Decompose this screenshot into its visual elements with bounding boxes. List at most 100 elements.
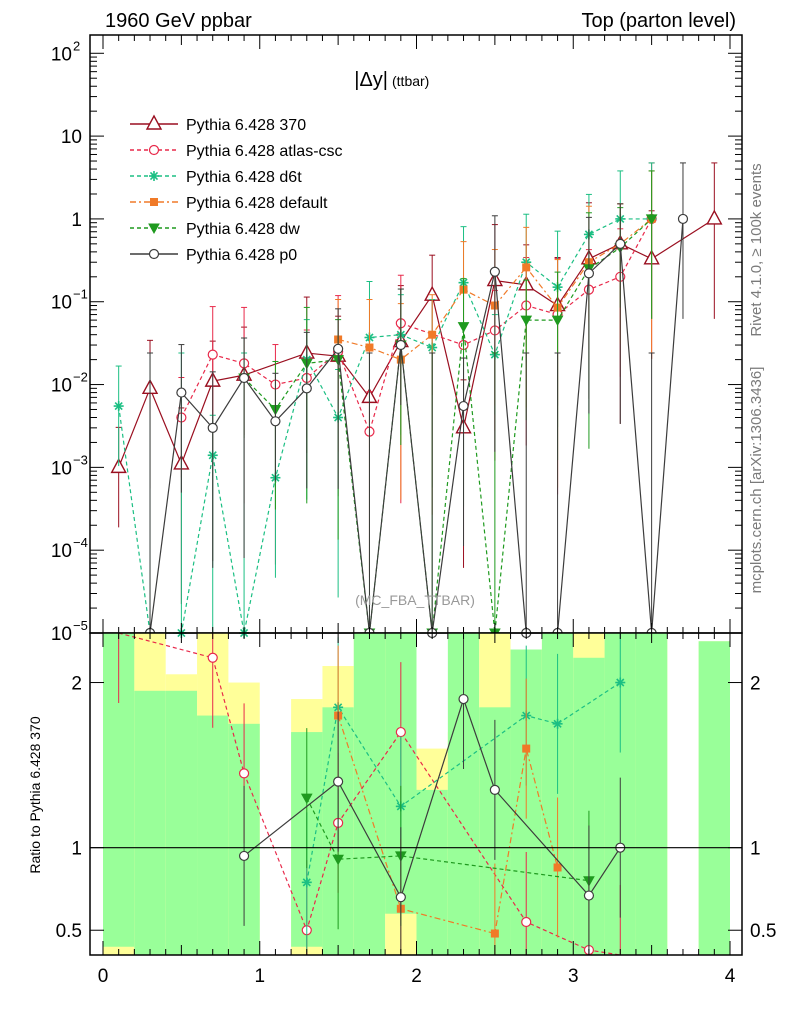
ratio-panel: 0.5 0.5 1 1 2 2 0 1 2 3 4 Ratio to Pythia 6.428 37…	[27, 632, 776, 987]
y-tick-exponent: −2	[73, 370, 88, 385]
y-tick-exponent: −3	[73, 452, 88, 467]
mcplots-reference-label: mcplots.cern.ch [arXiv:1306.3436]	[748, 367, 765, 594]
ratio-point-marker	[553, 863, 562, 872]
x-tick-label: 0	[98, 966, 109, 987]
ratio-uncertainty-bands	[103, 633, 730, 955]
y-tick-label: 1	[71, 210, 82, 231]
data-point-marker	[522, 263, 531, 272]
legend-entry: Pythia 6.428 d6t	[130, 169, 302, 186]
stat-band	[698, 641, 730, 955]
series-line	[149, 218, 684, 634]
legend-label: Pythia 6.428 default	[186, 195, 328, 212]
legend: Pythia 6.428 370 Pythia 6.428 atlas-csc Py…	[130, 114, 343, 264]
legend-label: Pythia 6.428 atlas-csc	[186, 143, 343, 160]
ratio-y-tick-label: 2	[71, 674, 82, 695]
ratio-point-marker	[583, 890, 595, 901]
legend-marker	[148, 144, 160, 156]
ratio-line	[337, 715, 559, 935]
ratio-point-marker	[521, 916, 532, 928]
x-tick-label: 1	[254, 966, 265, 987]
legend-entry: Pythia 6.428 default	[130, 195, 328, 212]
ratio-series	[90, 632, 742, 956]
ratio-axis-label: Ratio to Pythia 6.428 370	[27, 716, 43, 873]
y-tick-label: 10	[51, 44, 72, 65]
y-tick-label: 10	[51, 376, 72, 397]
ratio-point-marker	[207, 652, 218, 663]
stat-band	[165, 690, 198, 955]
data-point-marker	[270, 416, 281, 427]
rivet-version-label: Rivet 4.1.0, ≥ 100k events	[748, 163, 765, 336]
ratio-point-marker	[490, 929, 499, 938]
data-point-marker	[207, 349, 218, 360]
legend-entry: Pythia 6.428 p0	[130, 247, 297, 264]
data-point-marker	[645, 214, 658, 225]
ratio-axes: 0.5 0.5 1 1 2 2 0 1 2 3 4	[56, 633, 776, 987]
legend-marker	[145, 114, 163, 130]
ratio-y-tick-label: 0.5	[56, 921, 82, 942]
data-point-marker	[114, 401, 123, 411]
legend-label: Pythia 6.428 dw	[186, 221, 300, 238]
ratio-point-marker	[333, 776, 344, 787]
y-tick-label: 10	[51, 458, 72, 479]
ratio-y-tick-label-right: 2	[750, 674, 761, 695]
legend-marker	[150, 198, 158, 206]
ratio-y-tick-label-right: 0.5	[750, 921, 776, 942]
legend-label: Pythia 6.428 d6t	[186, 169, 302, 186]
y-tick-exponent: −4	[73, 535, 88, 550]
data-point-marker	[458, 400, 469, 412]
data-point-marker	[457, 322, 470, 333]
ratio-line	[306, 797, 590, 882]
series-line	[118, 218, 652, 634]
legend-label: Pythia 6.428 p0	[186, 247, 297, 264]
data-point-marker	[489, 266, 500, 277]
data-point-marker	[551, 315, 564, 327]
process-label: Top (parton level)	[581, 10, 736, 32]
analysis-watermark: (MC_FBA_TTBAR)	[355, 592, 475, 608]
series-line	[118, 218, 715, 468]
data-point-marker	[238, 372, 250, 384]
ratio-point-marker	[458, 693, 469, 705]
data-point-marker	[395, 339, 406, 351]
ratio-point-marker	[489, 784, 500, 795]
data-point-marker	[520, 315, 533, 327]
y-tick-label: 10	[51, 624, 72, 645]
data-point-marker	[301, 383, 312, 394]
energy-label: 1960 GeV ppbar	[105, 10, 252, 32]
series-line	[243, 218, 653, 634]
data-point-marker	[706, 209, 723, 225]
stat-band	[635, 633, 668, 955]
y-tick-exponent: −5	[73, 618, 88, 633]
stat-band	[353, 633, 386, 955]
legend-entry: Pythia 6.428 dw	[130, 221, 300, 238]
ratio-point-marker	[395, 892, 406, 903]
legend-label: Pythia 6.428 370	[186, 117, 306, 134]
legend-entry: Pythia 6.428 atlas-csc	[130, 143, 343, 160]
legend-marker	[148, 248, 160, 260]
stat-band	[197, 715, 229, 955]
y-tick-label: 10	[51, 541, 72, 562]
data-point-marker	[176, 387, 187, 398]
y-tick-exponent: 2	[73, 38, 80, 53]
data-point-marker	[365, 343, 374, 352]
y-tick-exponent: −1	[73, 287, 88, 302]
y-tick-label: 10	[61, 127, 82, 148]
stat-band	[134, 690, 166, 955]
ratio-point-marker	[238, 768, 250, 779]
series-line	[180, 218, 653, 434]
ratio-point-marker	[238, 850, 250, 862]
x-tick-label: 2	[411, 966, 422, 987]
data-point-marker	[615, 238, 626, 249]
ratio-series-4	[238, 633, 626, 955]
legend-entry: Pythia 6.428 370	[130, 114, 306, 134]
observable-subtitle: (ttbar)	[392, 73, 429, 89]
plot-title: |Δy| (ttbar)	[354, 69, 429, 91]
x-tick-label: 3	[568, 966, 579, 987]
data-point-marker	[428, 330, 437, 339]
data-point-marker	[677, 213, 689, 225]
legend-marker	[149, 171, 159, 181]
ratio-point-marker	[616, 678, 625, 687]
stat-band	[416, 789, 448, 955]
